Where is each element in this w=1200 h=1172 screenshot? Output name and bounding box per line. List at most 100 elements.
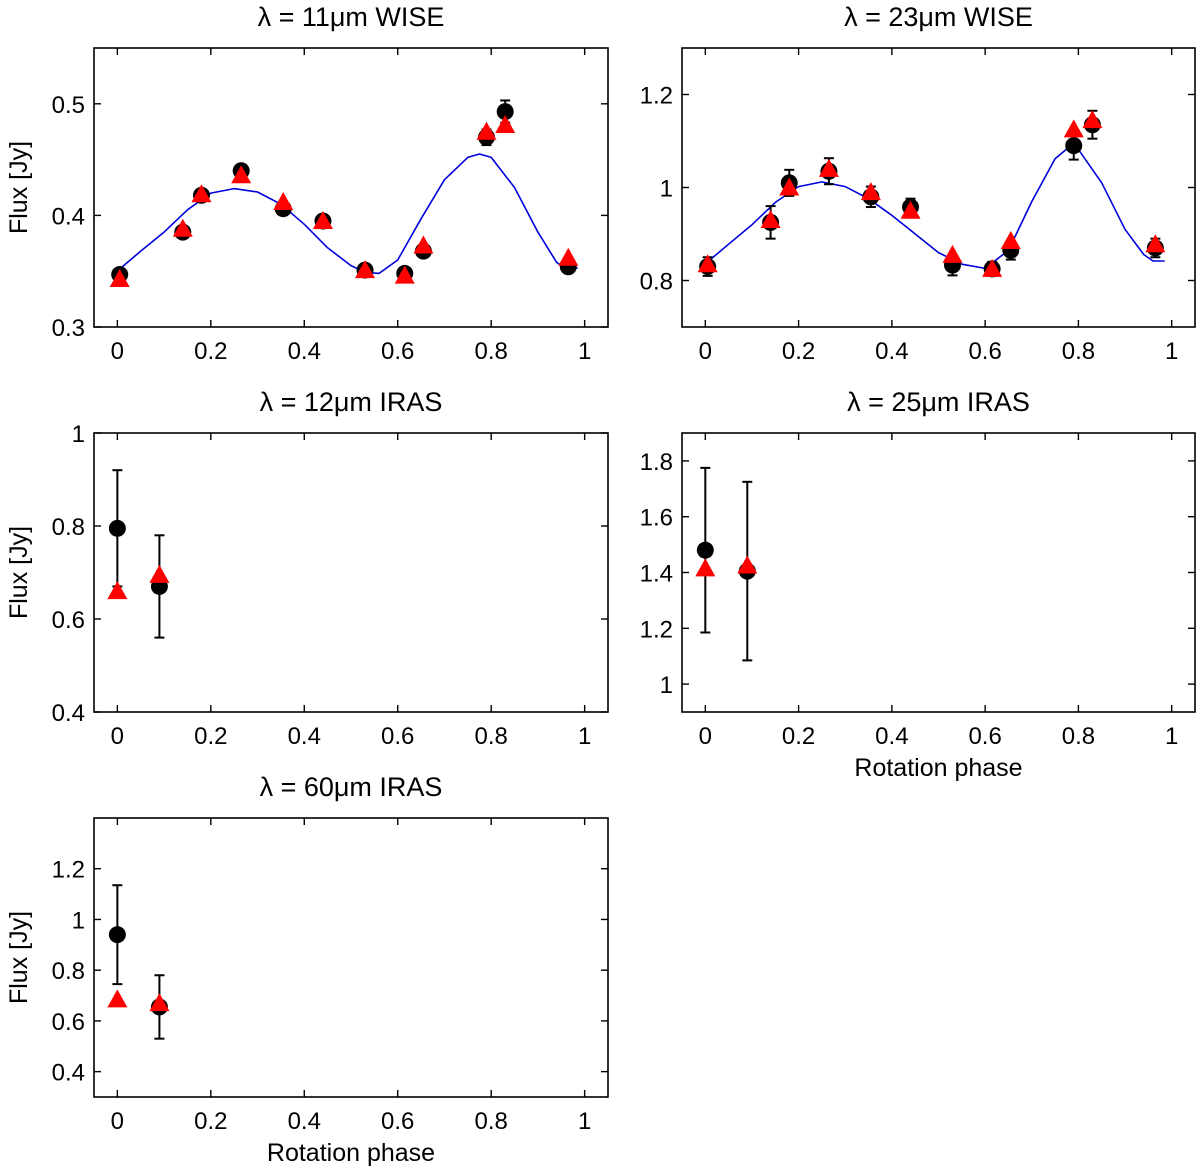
y-tick-label: 1 bbox=[72, 907, 85, 934]
observed-point bbox=[1065, 137, 1083, 155]
y-tick-label: 0.8 bbox=[52, 514, 85, 541]
model-point bbox=[737, 555, 758, 574]
plot-frame bbox=[93, 432, 609, 713]
y-tick-label: 1 bbox=[660, 176, 673, 203]
y-tick-label: 1 bbox=[72, 421, 85, 448]
x-tick-label: 0.4 bbox=[875, 338, 908, 365]
x-tick-label: 0 bbox=[699, 338, 712, 365]
x-tick-label: 1 bbox=[1165, 338, 1178, 365]
model-point bbox=[695, 558, 716, 577]
y-tick-label: 1 bbox=[660, 672, 673, 699]
y-tick-label: 1.6 bbox=[640, 505, 673, 532]
panel-title: λ = 25μm IRAS bbox=[847, 387, 1030, 417]
observed-point bbox=[496, 103, 514, 121]
x-tick-label: 0.2 bbox=[782, 723, 815, 750]
x-tick-label: 0.4 bbox=[875, 723, 908, 750]
x-tick-label: 0.2 bbox=[194, 723, 227, 750]
model-point bbox=[495, 115, 516, 134]
x-tick-label: 0.6 bbox=[968, 723, 1001, 750]
model-point bbox=[1000, 230, 1021, 249]
y-tick-label: 1.4 bbox=[640, 561, 673, 588]
panel-title: λ = 23μm WISE bbox=[844, 2, 1033, 32]
y-tick-label: 1.2 bbox=[52, 857, 85, 884]
y-tick-label: 0.5 bbox=[52, 92, 85, 119]
model-point bbox=[900, 200, 921, 219]
x-tick-label: 0 bbox=[111, 1108, 124, 1135]
x-tick-label: 1 bbox=[578, 338, 591, 365]
model-point bbox=[191, 184, 212, 203]
plot-frame bbox=[681, 432, 1196, 713]
y-tick-label: 0.6 bbox=[52, 607, 85, 634]
model-point bbox=[149, 564, 170, 583]
model-point bbox=[107, 581, 128, 600]
model-point bbox=[779, 177, 800, 196]
plot-frame bbox=[93, 47, 609, 328]
model-point bbox=[558, 247, 579, 266]
model-point bbox=[942, 244, 963, 263]
y-axis-label: Flux [Jy] bbox=[5, 526, 33, 619]
model-point bbox=[982, 258, 1003, 277]
y-tick-label: 1.2 bbox=[640, 616, 673, 643]
x-tick-label: 0.4 bbox=[288, 1108, 321, 1135]
observed-point bbox=[108, 926, 126, 944]
y-tick-label: 0.8 bbox=[640, 269, 673, 296]
model-point bbox=[860, 182, 881, 201]
model-point bbox=[231, 165, 252, 184]
y-tick-label: 0.6 bbox=[52, 1009, 85, 1036]
plot-frame bbox=[681, 47, 1196, 328]
y-tick-label: 0.4 bbox=[52, 1060, 85, 1087]
model-point bbox=[1063, 119, 1084, 138]
x-axis-label: Rotation phase bbox=[267, 1139, 435, 1167]
model-point bbox=[1145, 234, 1166, 253]
observed-point bbox=[108, 519, 126, 537]
x-tick-label: 0.8 bbox=[1062, 338, 1095, 365]
x-tick-label: 0.8 bbox=[474, 338, 507, 365]
model-point bbox=[394, 265, 415, 284]
x-tick-label: 0 bbox=[111, 338, 124, 365]
model-point bbox=[172, 218, 193, 237]
y-axis-label: Flux [Jy] bbox=[5, 141, 33, 234]
panel-4: λ = 25μm IRAS 0 0.2 0.4 0.6 0.8 1 1 1.2 1.4 1.6 1.8… bbox=[640, 387, 1196, 782]
x-tick-label: 0.8 bbox=[474, 1108, 507, 1135]
x-tick-label: 0 bbox=[699, 723, 712, 750]
panel-3: λ = 12μm IRAS 0 0.2 0.4 0.6 0.8 1 0.4 0.6 0.8 1 Flu… bbox=[5, 387, 609, 750]
x-tick-label: 0.2 bbox=[782, 338, 815, 365]
x-tick-label: 0.2 bbox=[194, 338, 227, 365]
x-tick-label: 1 bbox=[1165, 723, 1178, 750]
panel-title: λ = 60μm IRAS bbox=[260, 772, 443, 802]
model-point bbox=[1082, 110, 1103, 129]
x-tick-label: 0.2 bbox=[194, 1108, 227, 1135]
model-point bbox=[109, 269, 130, 288]
y-tick-label: 0.4 bbox=[52, 700, 85, 727]
panel-2: λ = 23μm WISE 0 0.2 0.4 0.6 0.8 1 0.8 1 1.2 bbox=[640, 2, 1196, 365]
y-tick-label: 0.8 bbox=[52, 958, 85, 985]
x-tick-label: 0.6 bbox=[381, 1108, 414, 1135]
x-axis-label: Rotation phase bbox=[854, 754, 1022, 782]
x-tick-label: 0.4 bbox=[288, 338, 321, 365]
y-axis-label: Flux [Jy] bbox=[5, 911, 33, 1004]
y-tick-label: 0.3 bbox=[52, 315, 85, 342]
y-tick-label: 1.2 bbox=[640, 83, 673, 110]
panel-5: λ = 60μm IRAS 0 0.2 0.4 0.6 0.8 1 0.4 0.6 0.8 1 1.2… bbox=[5, 772, 609, 1167]
model-point bbox=[355, 260, 376, 279]
plot-frame bbox=[93, 817, 609, 1098]
fit-curve-line bbox=[707, 146, 1165, 270]
model-point bbox=[107, 989, 128, 1008]
x-tick-label: 0.6 bbox=[968, 338, 1001, 365]
x-tick-label: 1 bbox=[578, 723, 591, 750]
panel-title: λ = 12μm IRAS bbox=[260, 387, 443, 417]
model-point bbox=[149, 993, 170, 1012]
model-point bbox=[273, 192, 294, 211]
model-point bbox=[818, 158, 839, 177]
fit-curve-line bbox=[119, 153, 578, 275]
model-point bbox=[413, 235, 434, 254]
x-tick-label: 0.8 bbox=[474, 723, 507, 750]
model-point bbox=[697, 254, 718, 273]
x-tick-label: 0.8 bbox=[1062, 723, 1095, 750]
x-tick-label: 0.6 bbox=[381, 723, 414, 750]
panel-1: λ = 11μm WISE 0 0.2 0.4 0.6 0.8 1 0.3 0.4 0.5 Flux… bbox=[5, 2, 609, 365]
x-tick-label: 0 bbox=[111, 723, 124, 750]
model-point bbox=[760, 210, 781, 229]
observed-point bbox=[696, 541, 714, 559]
